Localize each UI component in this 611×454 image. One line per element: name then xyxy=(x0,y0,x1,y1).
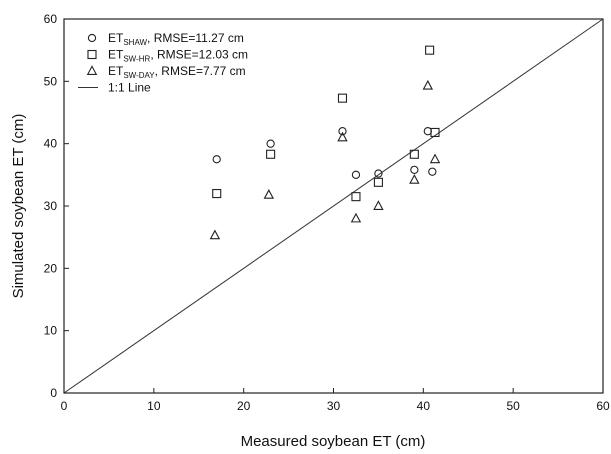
legend-entry-label: ETSW-DAY, RMSE=7.77 cm xyxy=(108,64,246,80)
x-tick-label: 50 xyxy=(506,399,520,413)
data-point-square xyxy=(212,188,222,199)
legend-triangle-swatch xyxy=(86,65,98,75)
data-point-square xyxy=(266,149,276,159)
x-tick-label: 60 xyxy=(596,399,610,413)
legend-square-swatch xyxy=(87,49,97,60)
data-point-circle xyxy=(423,127,432,136)
data-point-triangle xyxy=(350,212,362,223)
data-point-triangle xyxy=(409,174,420,184)
y-tick-label: 50 xyxy=(44,74,58,88)
one-to-one-line xyxy=(63,18,604,394)
y-tick-label: 60 xyxy=(44,12,58,26)
y-tick-label: 0 xyxy=(50,386,57,400)
data-point-circle xyxy=(410,165,419,174)
y-tick-label: 20 xyxy=(44,261,58,275)
data-point-square xyxy=(351,192,361,202)
x-tick-label: 0 xyxy=(61,399,68,413)
data-point-circle xyxy=(351,170,361,179)
data-point-square xyxy=(425,45,435,55)
x-tick-label: 40 xyxy=(417,399,431,413)
data-point-triangle xyxy=(209,229,221,240)
data-point-square xyxy=(430,127,440,137)
data-point-square xyxy=(337,93,348,103)
x-axis-title: Measured soybean ET (cm) xyxy=(241,433,426,450)
legend-entry-label: ETSW-HR, RMSE=12.03 cm xyxy=(108,48,248,64)
x-tick-label: 30 xyxy=(327,399,341,413)
data-point-circle xyxy=(428,167,437,176)
data-point-circle xyxy=(338,127,347,136)
reference-line-layer xyxy=(63,18,604,394)
y-tick-label: 10 xyxy=(44,324,58,338)
y-tick-label: 40 xyxy=(44,137,58,151)
data-points xyxy=(209,45,441,240)
x-tick-label: 20 xyxy=(237,399,251,413)
data-point-triangle xyxy=(373,200,384,210)
data-point-square xyxy=(373,177,383,187)
data-point-triangle xyxy=(422,79,434,90)
x-tick-label: 10 xyxy=(147,399,161,413)
legend-circle-swatch xyxy=(87,33,97,43)
data-point-triangle xyxy=(263,189,275,199)
legend-entry-label: ETSHAW, RMSE=11.27 cm xyxy=(108,31,244,47)
axis-ticks: 0 10 20 30 40 50 60 0 10 20 30 40 50 60 xyxy=(44,12,610,413)
data-point-square xyxy=(409,149,419,159)
y-tick-label: 30 xyxy=(44,199,58,213)
data-point-triangle xyxy=(429,153,441,164)
y-axis-title: Simulated soybean ET (cm) xyxy=(10,114,27,299)
legend-entry-label: 1:1 Line xyxy=(108,81,151,95)
data-point-triangle xyxy=(337,131,348,142)
data-point-circle xyxy=(374,169,383,178)
data-point-circle xyxy=(266,139,275,148)
data-point-circle xyxy=(212,155,221,164)
